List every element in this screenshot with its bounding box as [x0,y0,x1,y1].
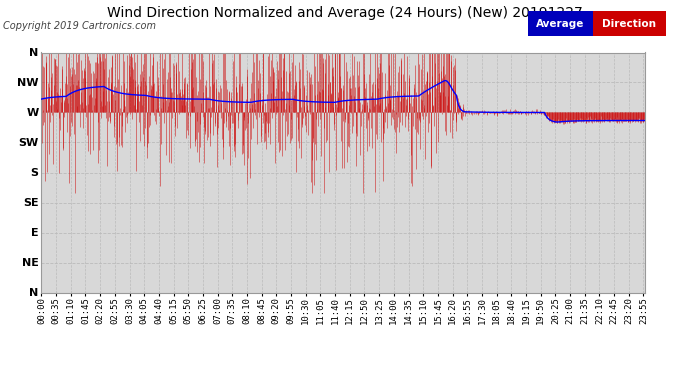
Text: Direction: Direction [602,19,656,28]
Text: Copyright 2019 Cartronics.com: Copyright 2019 Cartronics.com [3,21,157,31]
Text: Wind Direction Normalized and Average (24 Hours) (New) 20191227: Wind Direction Normalized and Average (2… [107,6,583,20]
Text: Average: Average [536,19,584,28]
